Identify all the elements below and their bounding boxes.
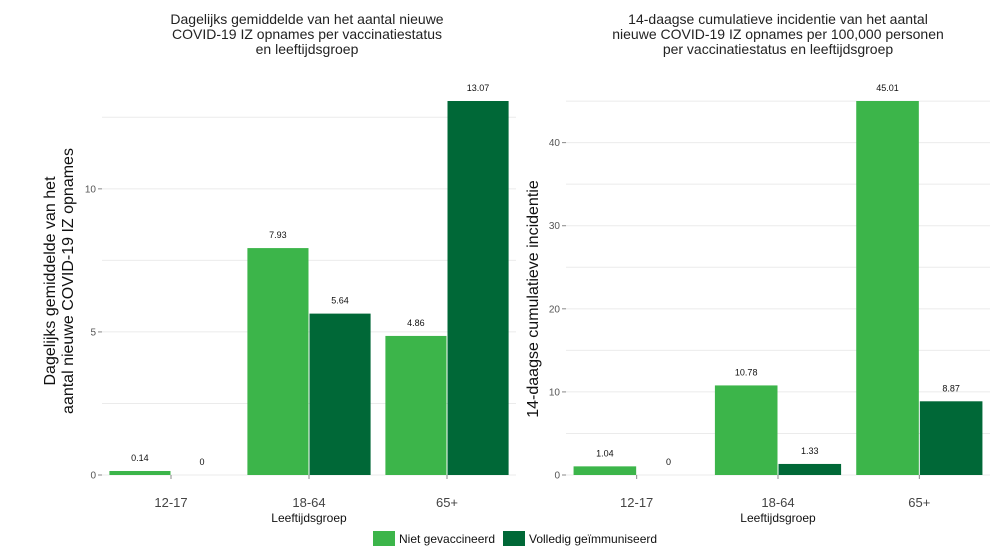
chart-2-y-tick-label: 10 — [549, 387, 561, 398]
chart-2-data-label: 45.01 — [876, 83, 899, 93]
chart-2-x-tick-label: 18-64 — [761, 495, 794, 510]
chart-2-y-tick-label: 0 — [554, 471, 560, 482]
chart-2-bar-65+-niet-gevaccineerd — [856, 101, 919, 475]
chart-1-x-tick-label: 12-17 — [154, 495, 187, 510]
chart-2-bar-65+-volledig-geimmuniseerd — [919, 401, 983, 475]
chart-2-data-label: 1.33 — [801, 446, 819, 456]
chart-1-data-label: 0.14 — [131, 453, 149, 463]
chart-1-title-line: COVID-19 IZ opnames per vaccinatiestatus — [172, 26, 442, 42]
chart-2-y-axis-label-line: 14-daagse cumulatieve incidentie — [525, 180, 542, 418]
chart-2-title-line: per vaccinatiestatus en leeftijdsgroep — [663, 41, 894, 57]
chart-1-bar-18-64-volledig-geimmuniseerd — [309, 313, 371, 475]
chart-2-y-tick-label: 20 — [549, 304, 561, 315]
chart-1-y-tick-label: 0 — [90, 471, 96, 482]
chart-2-y-tick-label: 30 — [549, 221, 561, 232]
chart-1-x-tick-label: 65+ — [436, 495, 458, 510]
chart-1-y-tick-label: 10 — [85, 184, 97, 195]
chart-1-bar-65+-niet-gevaccineerd — [385, 335, 447, 475]
chart-1-data-label: 13.07 — [467, 83, 490, 93]
chart-2-data-label: 0 — [666, 457, 671, 467]
chart-2-x-axis-label: Leeftijdsgroep — [740, 511, 816, 525]
chart-1-data-label: 7.93 — [269, 230, 287, 240]
chart-2-y-tick-label: 40 — [549, 138, 561, 149]
chart-2-bar-18-64-niet-gevaccineerd — [714, 385, 778, 475]
chart-1-data-label: 4.86 — [407, 318, 425, 328]
chart-2-title-line: 14-daagse cumulatieve incidentie van het… — [628, 11, 928, 27]
chart-1-title-line: Dagelijks gemiddelde van het aantal nieu… — [170, 11, 443, 27]
chart-2-x-tick-label: 65+ — [908, 495, 930, 510]
chart-1-data-label: 5.64 — [331, 296, 349, 306]
chart-2-bar-18-64-volledig-geimmuniseerd — [778, 463, 842, 475]
chart-2-bar-12-17-niet-gevaccineerd — [573, 466, 637, 475]
chart-2-x-tick-label: 12-17 — [620, 495, 653, 510]
chart-1-x-tick-label: 18-64 — [292, 495, 325, 510]
legend-label-2: Volledig geïmmuniseerd — [529, 532, 657, 546]
chart-1-x-axis-label: Leeftijdsgroep — [271, 511, 347, 525]
chart-1-bar-65+-volledig-geimmuniseerd — [447, 101, 509, 475]
chart-1-y-tick-label: 5 — [90, 327, 96, 338]
chart-2-title-line: nieuwe COVID-19 IZ opnames per 100,000 p… — [612, 26, 944, 42]
chart-1-bar-18-64-niet-gevaccineerd — [247, 248, 309, 475]
chart-1-bar-12-17-niet-gevaccineerd — [109, 470, 171, 475]
chart-2-data-label: 8.87 — [942, 383, 960, 393]
chart-1-y-axis-label-line: aantal nieuwe COVID-19 IZ opnames — [60, 148, 77, 414]
chart-2-data-label: 1.04 — [596, 448, 614, 458]
legend-swatch-2 — [503, 531, 525, 546]
legend-label-1: Niet gevaccineerd — [399, 532, 495, 546]
chart-1-data-label: 0 — [200, 457, 205, 467]
legend-swatch-1 — [373, 531, 395, 546]
chart-1-title-line: en leeftijdsgroep — [256, 41, 359, 57]
chart-2-data-label: 10.78 — [735, 367, 758, 377]
chart-1-y-axis-label-line: Dagelijks gemiddelde van het — [42, 176, 59, 386]
